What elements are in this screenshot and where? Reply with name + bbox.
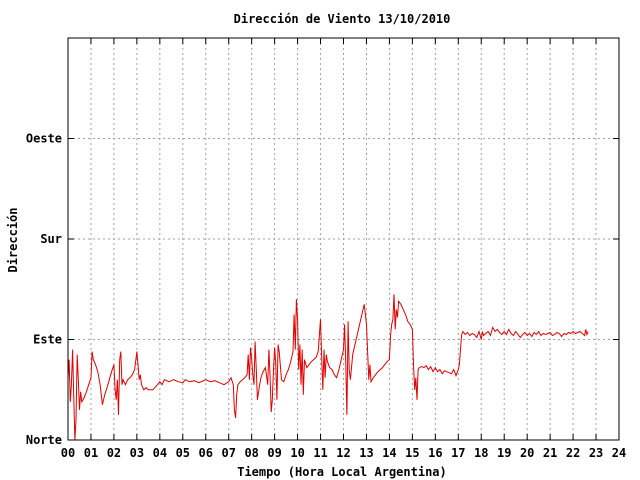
series (67, 294, 589, 441)
x-tick-label: 06 (199, 446, 213, 460)
x-tick-label: 16 (428, 446, 442, 460)
x-tick-label: 00 (61, 446, 75, 460)
plot-frame (67, 37, 620, 441)
x-tick-label: 19 (497, 446, 511, 460)
x-tick-label: 23 (589, 446, 603, 460)
x-tick-label: 14 (382, 446, 396, 460)
x-tick-label: 08 (244, 446, 258, 460)
x-tick-label: 15 (405, 446, 419, 460)
x-axis-label: Tiempo (Hora Local Argentina) (237, 465, 447, 479)
ticks: 00 01 02 03 04 05 06 07 08 09 10 11 12 13 14 15 16 17 18 19… (26, 38, 626, 460)
x-tick-label: 03 (130, 446, 144, 460)
x-tick-label: 12 (336, 446, 350, 460)
y-tick-label: Este (33, 333, 62, 347)
x-tick-label: 21 (543, 446, 557, 460)
x-tick-label: 20 (520, 446, 534, 460)
y-tick-label: Norte (26, 433, 62, 447)
chart-title: Dirección de Viento 13/10/2010 (234, 12, 451, 26)
x-tick-label: 04 (153, 446, 167, 460)
x-tick-label: 02 (107, 446, 121, 460)
y-tick-label: Oeste (26, 132, 62, 146)
x-tick-label: 24 (612, 446, 626, 460)
grid (68, 38, 619, 440)
y-tick-label: Sur (40, 232, 62, 246)
x-tick-label: 22 (566, 446, 580, 460)
x-tick-label: 18 (474, 446, 488, 460)
y-axis-label: Dirección (6, 207, 20, 272)
x-tick-label: 10 (290, 446, 304, 460)
x-tick-label: 09 (267, 446, 281, 460)
series-line (67, 294, 589, 441)
x-tick-label: 17 (451, 446, 465, 460)
x-tick-label: 13 (359, 446, 373, 460)
x-tick-label: 05 (176, 446, 190, 460)
x-tick-label: 01 (84, 446, 98, 460)
x-tick-label: 07 (221, 446, 235, 460)
x-tick-label: 11 (313, 446, 327, 460)
